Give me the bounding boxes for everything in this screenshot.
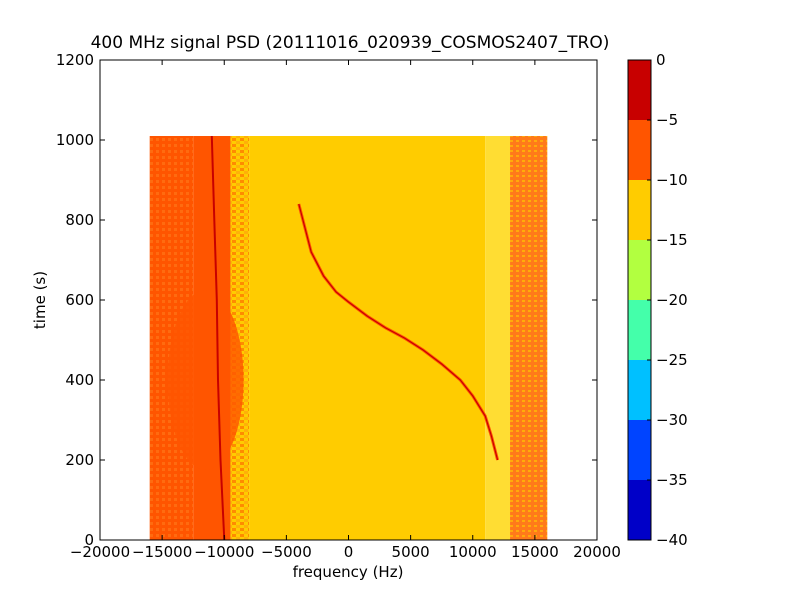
x-axis: −20000 −15000 −10000 −5000 0 5000 10000 15000 20… (70, 60, 621, 561)
x-axis-label: frequency (Hz) (293, 563, 404, 581)
colorbar-tick-label: −30 (656, 411, 688, 429)
y-tick-label: 0 (84, 531, 94, 549)
x-tick-label: 15000 (511, 543, 559, 561)
colorbar: −40 −35 −30 −25 −20 −15 −10 −5 0 (627, 51, 688, 549)
colorbar-band (628, 480, 651, 540)
colorbar-band (628, 60, 651, 120)
colorbar-band (628, 180, 651, 240)
heatmap-region (510, 136, 548, 540)
colorbar-band (628, 240, 651, 300)
colorbar-band (628, 120, 651, 180)
colorbar-tick-label: −10 (656, 171, 688, 189)
carrier-line (210, 135, 226, 540)
colorbar-band (628, 360, 651, 420)
colorbar-tick-label: −35 (656, 471, 688, 489)
heatmap-region (167, 290, 244, 470)
y-tick-label: 200 (65, 451, 94, 469)
colorbar-tick-label: 0 (656, 51, 666, 69)
y-tick-label: 600 (65, 291, 94, 309)
doppler-curve (298, 203, 499, 461)
signal-lines (210, 135, 500, 540)
y-tick-label: 400 (65, 371, 94, 389)
heatmap-region (230, 136, 250, 540)
colorbar-tick-label: −15 (656, 231, 688, 249)
y-axis: 0 200 400 600 800 1000 1200 (56, 51, 597, 549)
x-tick-label: −5000 (261, 543, 312, 561)
colorbar-tick-label: −40 (656, 531, 688, 549)
colorbar-band (628, 420, 651, 480)
colorbar-band (628, 300, 651, 360)
y-tick-label: 800 (65, 211, 94, 229)
colorbar-tick-label: −25 (656, 351, 688, 369)
colorbar-tick-label: −20 (656, 291, 688, 309)
x-tick-label: −20000 (70, 543, 130, 561)
y-tick-label: 1200 (56, 51, 94, 69)
y-tick-label: 1000 (56, 131, 94, 149)
chart-title: 400 MHz signal PSD (20111016_020939_COSM… (91, 33, 610, 53)
y-axis-label: time (s) (31, 271, 49, 329)
x-tick-label: 5000 (392, 543, 430, 561)
colorbar-tick-label: −5 (656, 111, 678, 129)
heatmap-region (485, 136, 511, 540)
x-tick-label: 20000 (573, 543, 621, 561)
x-tick-label: 10000 (449, 543, 497, 561)
x-tick-label: 0 (344, 543, 354, 561)
heatmap-layer (149, 136, 548, 540)
heatmap-region (249, 136, 486, 540)
x-tick-label: −15000 (132, 543, 192, 561)
x-tick-label: −10000 (194, 543, 254, 561)
